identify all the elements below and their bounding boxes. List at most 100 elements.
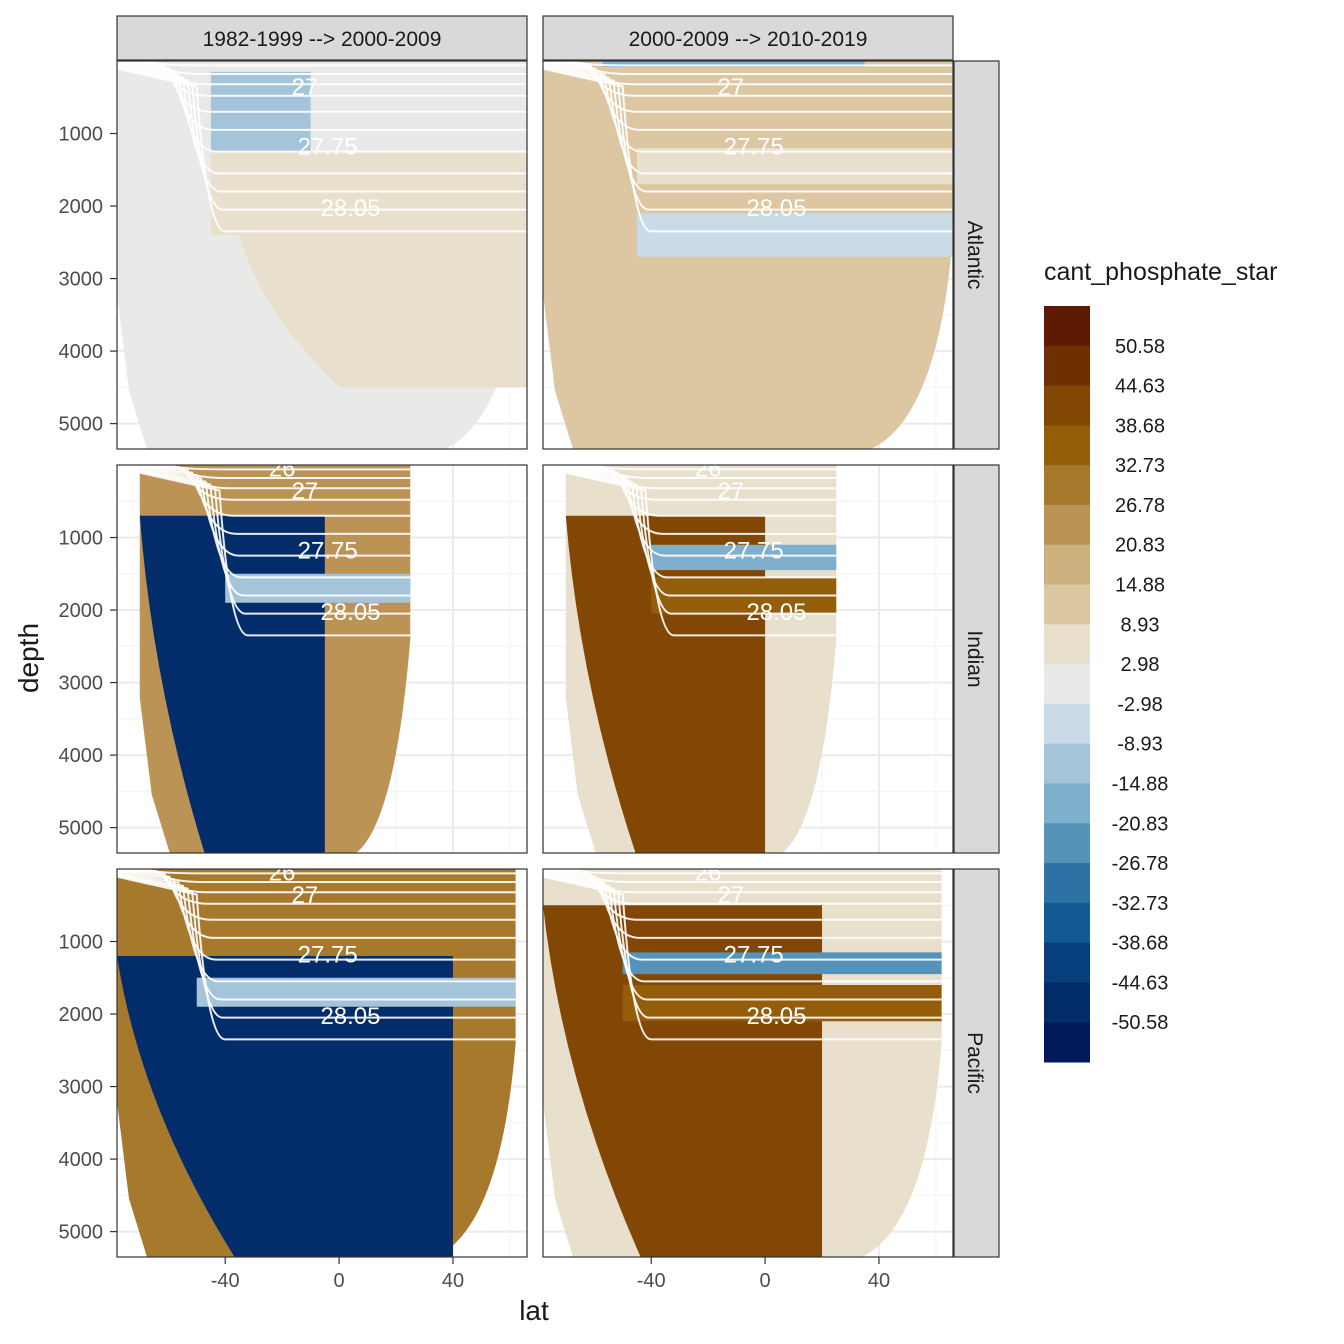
- isopycnal-line: [543, 875, 942, 1041]
- contour-band-3: [239, 235, 527, 388]
- legend-level-label: -2.98: [1117, 694, 1163, 716]
- isopycnal-line: [565, 469, 837, 597]
- legend-color-step: [1044, 664, 1090, 705]
- isopycnal-label: 27: [292, 74, 319, 101]
- isopycnal-label: 27: [292, 882, 319, 909]
- contour-band-2: [636, 213, 953, 257]
- y-tick-label: 1000: [59, 528, 104, 550]
- legend-level-label: 26.78: [1115, 495, 1165, 517]
- x-tick-label: 0: [334, 1270, 345, 1292]
- isopycnal-line: [543, 873, 942, 1001]
- y-tick-label: 1000: [59, 124, 104, 146]
- isopycnal-line: [117, 66, 527, 211]
- isopycnal-line: [117, 67, 527, 233]
- isopycnal-line: [117, 65, 527, 193]
- panel-border: [116, 868, 528, 1258]
- isopycnal-line: [117, 873, 516, 1001]
- y-axis-row-3: 1000 2000 3000 4000 5000: [59, 932, 117, 1244]
- isopycnal-label: 26: [269, 859, 296, 886]
- isopycnal-label: 27: [718, 74, 745, 101]
- legend: cant_phosphate_star 50.58 44.63 38.68 32.73…: [1044, 258, 1278, 1063]
- row-strip-indian: Indian: [953, 464, 1000, 854]
- x-axis-col-1: -40 0 40: [211, 1257, 464, 1292]
- legend-color-step: [1044, 863, 1090, 904]
- legend-level-label: 44.63: [1115, 376, 1165, 398]
- isopycnal-label: 28.05: [320, 1003, 380, 1030]
- y-tick-label: 5000: [59, 818, 104, 840]
- isopycnal-label: 26: [695, 859, 722, 886]
- isopycnal-label: 28.05: [320, 195, 380, 222]
- x-tick-label: 40: [868, 1270, 890, 1292]
- legend-color-step: [1044, 425, 1090, 466]
- isopycnal-line: [543, 65, 953, 193]
- y-tick-label: 3000: [59, 673, 104, 695]
- contour-band-3: [636, 148, 953, 185]
- legend-color-step: [1044, 306, 1090, 347]
- isopycnal-line: [117, 874, 516, 1019]
- legend-level-label: -8.93: [1117, 734, 1163, 756]
- isopycnal-line: [139, 469, 411, 597]
- isopycnal-lines: 27 27.75 28.05: [543, 61, 953, 233]
- isopycnal-label: 27: [718, 882, 745, 909]
- y-axis-row-1: 1000 2000 3000 4000 5000: [59, 124, 117, 436]
- legend-color-step: [1044, 823, 1090, 864]
- column-strip-2: 2000-2009 --> 2010-2019: [542, 15, 954, 61]
- legend-level-label: -50.58: [1112, 1012, 1169, 1034]
- legend-level-label: -26.78: [1112, 853, 1169, 875]
- legend-color-step: [1044, 465, 1090, 506]
- panel-atlantic-period-1: 27 27.75 28.05: [116, 60, 528, 450]
- isopycnal-line: [565, 470, 837, 615]
- x-tick-label: 0: [760, 1270, 771, 1292]
- column-strip-label: 2000-2009 --> 2010-2019: [629, 28, 868, 51]
- row-strip-label: Pacific: [963, 1032, 986, 1094]
- isopycnal-label: 26: [269, 455, 296, 482]
- legend-color-step: [1044, 345, 1090, 387]
- panel-border: [542, 464, 954, 854]
- panel-border: [116, 464, 528, 854]
- legend-level-label: 38.68: [1115, 415, 1165, 437]
- y-tick-label: 4000: [59, 341, 104, 363]
- legend-level-label: 2.98: [1121, 654, 1160, 676]
- legend-color-step: [1044, 902, 1090, 944]
- isopycnal-label: 26: [695, 455, 722, 482]
- contour-band-3: [651, 544, 837, 571]
- legend-color-step: [1044, 1022, 1090, 1063]
- y-tick-label: 1000: [59, 932, 104, 954]
- legend-level-label: 50.58: [1115, 336, 1165, 358]
- isopycnal-label: 28.05: [746, 599, 806, 626]
- isopycnal-label: 28.05: [746, 195, 806, 222]
- isopycnal-lines: 27 27.75 28.05: [117, 61, 527, 233]
- isopycnal-label: 27.75: [298, 537, 358, 564]
- isopycnal-line: [565, 471, 837, 637]
- isopycnal-label: 28.05: [746, 1003, 806, 1030]
- y-tick-label: 2000: [59, 196, 104, 218]
- y-axis-row-2: 1000 2000 3000 4000 5000: [59, 528, 117, 840]
- legend-title: cant_phosphate_star: [1044, 258, 1278, 286]
- y-tick-label: 5000: [59, 414, 104, 436]
- legend-level-label: -20.83: [1112, 813, 1169, 835]
- legend-color-step: [1044, 584, 1090, 625]
- legend-color-step: [1044, 544, 1090, 586]
- isopycnal-line: [117, 875, 516, 1041]
- legend-color-step: [1044, 743, 1090, 784]
- legend-level-label: -32.73: [1112, 893, 1169, 915]
- x-axis-col-2: -40 0 40: [637, 1257, 890, 1292]
- x-tick-label: -40: [637, 1270, 666, 1292]
- y-tick-label: 3000: [59, 269, 104, 291]
- row-strip-label: Atlantic: [963, 221, 986, 290]
- legend-level-label: -38.68: [1112, 933, 1169, 955]
- legend-color-step: [1044, 703, 1090, 745]
- legend-level-label: 8.93: [1121, 614, 1160, 636]
- legend-color-step: [1044, 982, 1090, 1023]
- panel-border: [542, 60, 954, 450]
- isopycnal-label: 27.75: [298, 133, 358, 160]
- panel-border: [542, 868, 954, 1258]
- contour-band-2: [622, 985, 942, 1022]
